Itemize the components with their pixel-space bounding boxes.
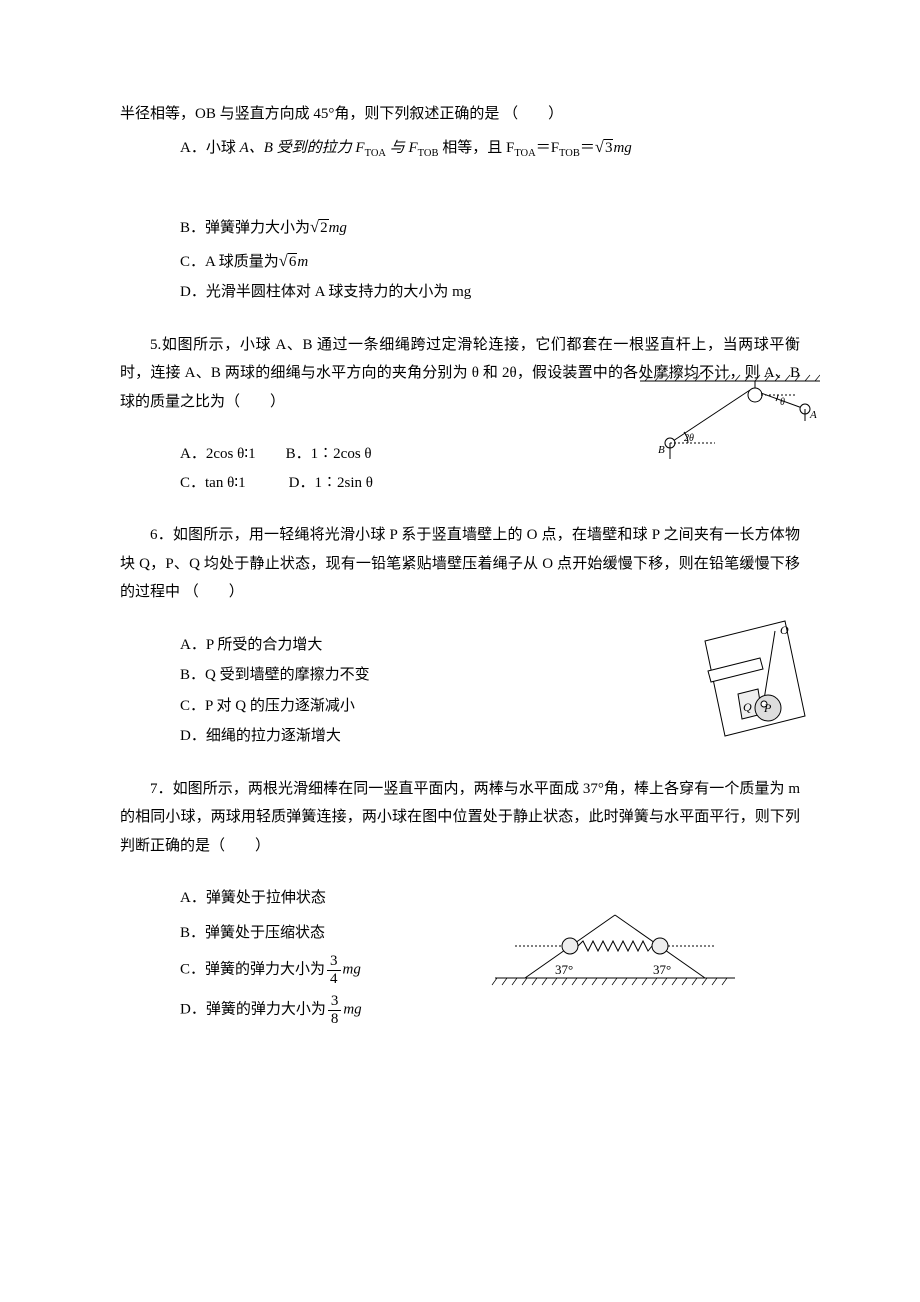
q7c-pre: C．弹簧的弹力大小为	[180, 962, 325, 978]
q6-stem: 6．如图所示，用一轻绳将光滑小球 P 系于竖直墙壁上的 O 点，在墙壁和球 P …	[120, 521, 800, 607]
q4-cont: 半径相等，OB 与竖直方向成 45°角，则下列叙述正确的是 （ ）	[120, 100, 800, 129]
q7d-den: 8	[328, 1011, 342, 1028]
fig-angle-1: 37°	[555, 962, 573, 977]
q4b-tail: mg	[329, 220, 347, 236]
q4b-root: 2	[319, 219, 329, 236]
q5-row2: C．tan θ∶1 D．1∶2sin θ	[120, 469, 800, 498]
q7-figure: 37° 37°	[485, 910, 745, 990]
q7c-tail: mg	[343, 962, 361, 978]
q4d-text: D．光滑半圆柱体对 A 球支持力的大小为 mg	[180, 284, 471, 300]
q4a-eq2: ＝	[580, 140, 595, 156]
q7d-num: 3	[328, 993, 342, 1011]
q4a-mid: A、B 受到的拉力 F	[240, 140, 365, 156]
q7c-den: 4	[327, 971, 341, 988]
q4-optB: B．弹簧弹力大小为 2mg	[120, 211, 800, 243]
q4-optD: D．光滑半圆柱体对 A 球支持力的大小为 mg	[120, 278, 800, 307]
fig-label-P: P	[763, 701, 772, 715]
fraction: 38	[328, 993, 342, 1027]
q4c-pre: C．A 球质量为	[180, 254, 279, 270]
q4a-toa: TOA	[365, 148, 386, 159]
fig-angle-2: 37°	[653, 962, 671, 977]
q4-optC: C．A 球质量为 6m	[120, 245, 800, 277]
q4c-root: 6	[288, 253, 298, 270]
q4a-tob2: TOB	[559, 148, 580, 159]
q7-optA: A．弹簧处于拉伸状态	[120, 884, 800, 913]
q5-optD: D．1∶2sin θ	[289, 469, 373, 498]
fig-label-Q: Q	[743, 700, 752, 714]
q5-block: A B θ 2θ 5.如图所示，小球 A、B 通过一条细绳跨过定滑轮连接，它们都…	[120, 331, 800, 498]
q4a-root: 3	[604, 139, 614, 156]
q7-optD: D．弹簧的弹力大小为38mg	[120, 993, 800, 1027]
q4a-eq: ＝F	[536, 140, 559, 156]
q5-optC: C．tan θ∶1	[180, 469, 246, 498]
q7-block: 37° 37° 7．如图所示，两根光滑细棒在同一竖直平面内，两棒与水平面成 37…	[120, 775, 800, 1028]
sqrt-icon: 3	[595, 131, 614, 163]
q4-optA: A．小球 A、B 受到的拉力 FTOA 与 FTOB 相等，且 FTOA＝FTO…	[120, 131, 800, 164]
q7d-pre: D．弹簧的弹力大小为	[180, 1002, 326, 1018]
q4a-toa2: TOA	[514, 148, 535, 159]
q6-block: O Q P 6．如图所示，用一轻绳将光滑小球 P 系于竖直墙壁上的 O 点，在墙…	[120, 521, 800, 751]
q7c-num: 3	[327, 953, 341, 971]
q4-block: 半径相等，OB 与竖直方向成 45°角，则下列叙述正确的是 （ ） A．小球 A…	[120, 100, 800, 307]
fig-label-theta: θ	[780, 397, 785, 408]
sqrt-icon: 2	[310, 211, 329, 243]
q5-optB: B．1∶2cos θ	[286, 440, 372, 469]
q4a-pre: A．小球	[180, 140, 240, 156]
q4a-tob: TOB	[418, 148, 439, 159]
fig-label-2theta: 2θ	[684, 433, 694, 444]
q5-optA: A．2cos θ∶1	[180, 440, 256, 469]
fraction: 34	[327, 953, 341, 987]
q4c-tail: m	[297, 254, 308, 270]
q4a-tail: mg	[613, 140, 631, 156]
q7-stem: 7．如图所示，两根光滑细棒在同一竖直平面内，两棒与水平面成 37°角，棒上各穿有…	[120, 775, 800, 861]
fig-label-O: O	[780, 623, 789, 637]
fig-label-B: B	[658, 444, 665, 456]
q4a-mid2: 与 F	[386, 140, 418, 156]
q4a-mid3: 相等，且 F	[438, 140, 514, 156]
q4b-pre: B．弹簧弹力大小为	[180, 220, 310, 236]
sqrt-icon: 6	[279, 245, 298, 277]
q5-figure: A B θ 2θ	[640, 373, 820, 463]
q6-figure: O Q P	[690, 616, 810, 746]
q7d-tail: mg	[343, 1002, 361, 1018]
fig-label-A: A	[809, 409, 817, 421]
